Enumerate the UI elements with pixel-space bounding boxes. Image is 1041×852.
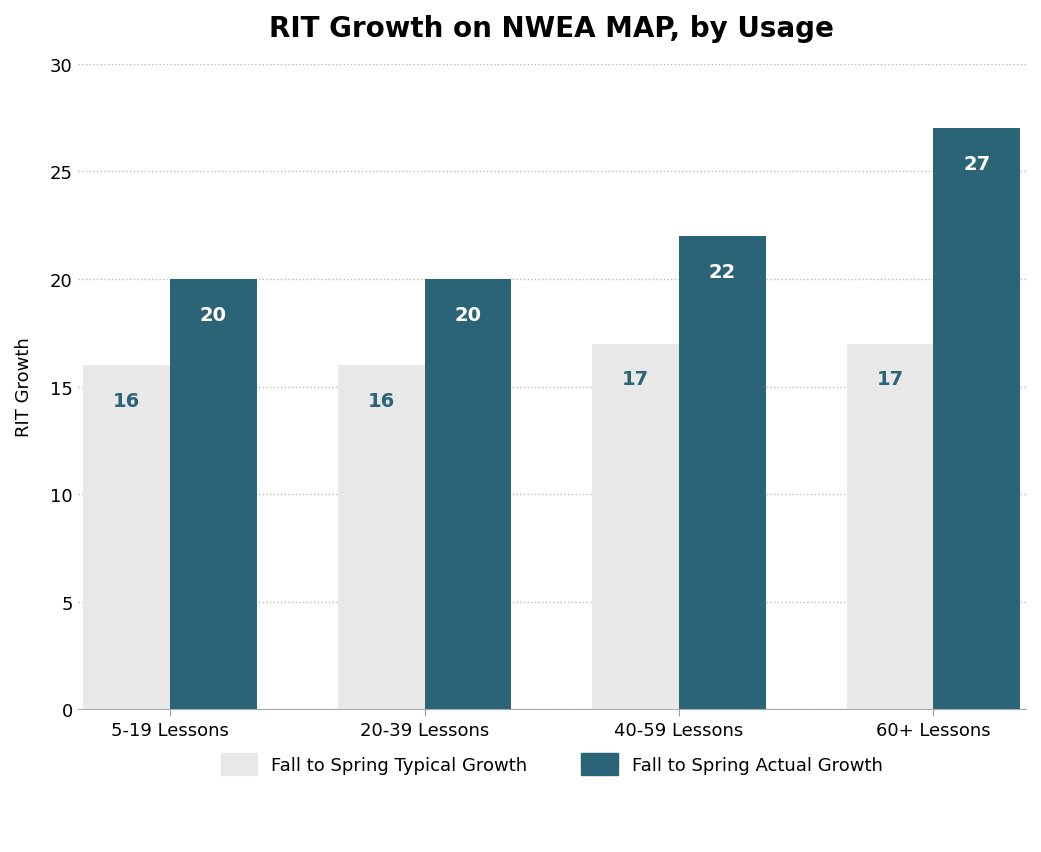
Legend: Fall to Spring Typical Growth, Fall to Spring Actual Growth: Fall to Spring Typical Growth, Fall to S… <box>211 745 892 785</box>
Bar <box>83 366 170 710</box>
Text: 16: 16 <box>367 391 395 411</box>
Text: 17: 17 <box>877 370 904 389</box>
Text: 27: 27 <box>963 155 990 174</box>
Bar <box>592 344 679 710</box>
Text: 22: 22 <box>709 262 736 281</box>
Bar <box>337 366 425 710</box>
Text: 16: 16 <box>113 391 141 411</box>
Text: 20: 20 <box>200 306 227 325</box>
Text: 17: 17 <box>623 370 650 389</box>
Bar <box>934 130 1020 710</box>
Bar <box>679 237 766 710</box>
Y-axis label: RIT Growth: RIT Growth <box>15 337 33 437</box>
Bar <box>846 344 934 710</box>
Title: RIT Growth on NWEA MAP, by Usage: RIT Growth on NWEA MAP, by Usage <box>270 15 834 43</box>
Bar <box>170 279 257 710</box>
Text: 20: 20 <box>455 306 481 325</box>
Bar <box>425 279 511 710</box>
